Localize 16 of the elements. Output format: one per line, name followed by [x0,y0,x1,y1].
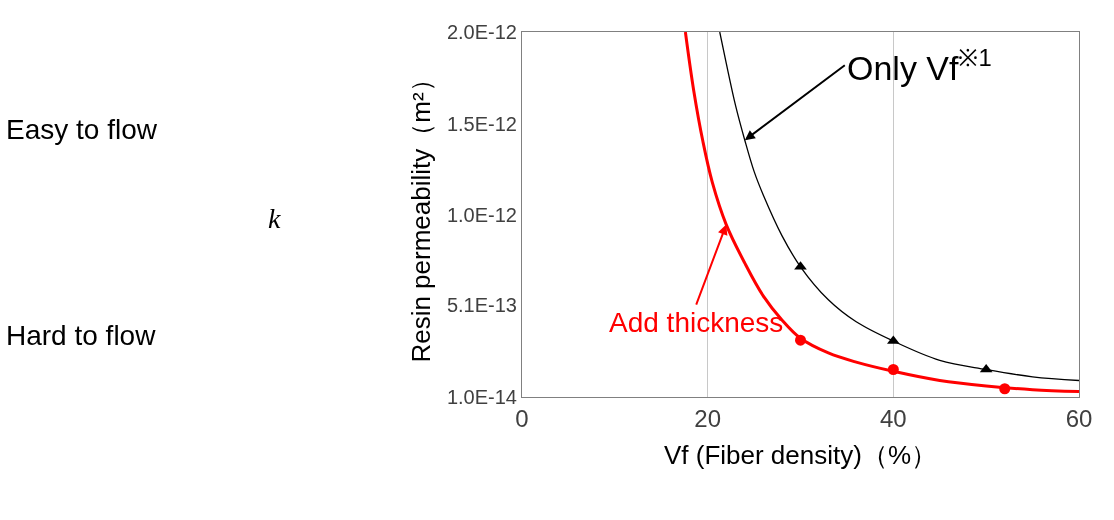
x-tick-label: 40 [879,404,907,432]
x-tick-label: 60 [1065,404,1093,432]
y-tick-label: 2.0E-12 [446,21,517,43]
annotation: Add thickness [609,307,784,338]
y-tick-label: 1.5E-12 [446,112,517,135]
y-tick-label: 1.0E-14 [446,386,517,408]
y-tick-label: 1.0E-12 [446,204,517,227]
annotation: Only Vf$^{※1}$ [847,44,992,88]
y-tick-label: 5.1E-13 [446,294,517,317]
text: k [268,203,281,234]
x-tick-label: 20 [694,404,722,432]
text: Hard to flow [6,320,157,351]
x-axis-title: Vf (Fiber density)（%） [663,440,938,471]
y-axis-title: Resin permeability（m²） [406,66,437,363]
x-tick-label: 0 [515,404,529,432]
text: Easy to flow [6,114,158,145]
